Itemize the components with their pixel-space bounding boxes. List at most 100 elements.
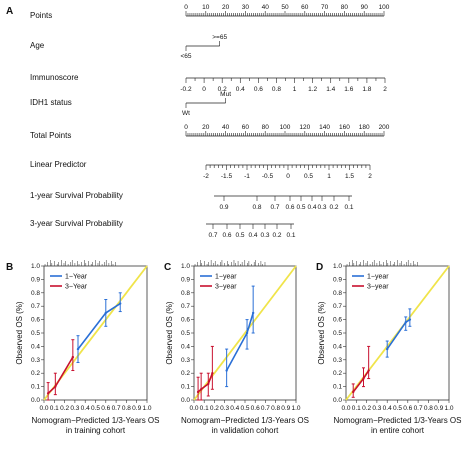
panel-b-y-tick-label: 0.7 [31,303,40,310]
survival-3yr-row-tick-label: 0.6 [222,232,231,239]
panel-b-y-tick-label: 0.8 [31,290,40,297]
total-points-row-label: Total Points [30,131,71,140]
survival-1yr-row-tick-label: 0.6 [285,204,294,211]
panel-b-x-tick-label: 0.5 [91,405,100,412]
panel-b-y-tick-label: 0.6 [31,317,40,324]
panel-d-y-tick-label: 0.1 [333,384,342,391]
points-row-tick-label: 60 [301,4,309,11]
panel-d-y-tick-label: 0.3 [333,357,342,364]
total-points-row-tick-label: 140 [319,124,330,131]
panel-c-y-tick-label: 0.3 [181,357,190,364]
immunoscore-row-tick-label: -0.2 [180,86,192,93]
panel-c-x-axis-subtitle: in validation cohort [212,426,279,435]
panel-b-chart: B0.00.00.10.10.20.20.30.30.40.40.50.50.6… [6,260,160,435]
survival-1yr-row-tick-label: 0.2 [329,204,338,211]
panel-d-y-tick-label: 0.2 [333,370,342,377]
panel-d-point [352,390,355,394]
panel-c-x-tick-label: 0.1 [200,405,209,412]
total-points-row-tick-label: 100 [280,124,291,131]
survival-3yr-row-tick-label: 0.4 [248,232,257,239]
panel-d-x-tick-label: 0.8 [424,405,433,412]
points-row-tick-label: 10 [202,4,210,11]
panel-b-x-tick-label: 0.0 [39,405,48,412]
panel-label-a: A [6,6,13,17]
immunoscore-row-tick-label: 1.6 [344,86,353,93]
points-row-tick-label: 20 [222,4,230,11]
panel-c-x-tick-label: 0.3 [220,405,229,412]
panel-d-x-axis-title: Nomogram−Predicted 1/3-Years OS [334,416,462,425]
immunoscore-row-tick-label: 0.8 [272,86,281,93]
survival-1yr-row-tick-label: 0.7 [270,204,279,211]
panel-c-x-tick-label: 0.5 [240,405,249,412]
panel-d-point [408,318,412,321]
panel-c-point [245,331,249,335]
panel-c-point [207,382,210,386]
immunoscore-row-tick-label: 1.2 [308,86,317,93]
immunoscore-row-tick-label: 0.6 [254,86,263,93]
panel-b-y-tick-label: 0.3 [31,357,40,364]
panel-d-x-tick-label: 0.0 [341,405,350,412]
panel-c-point [225,369,228,372]
survival-1yr-row-tick-label: 0.8 [252,204,261,211]
panel-b-x-tick-label: 0.6 [101,405,110,412]
panel-b-x-tick-label: 0.1 [50,405,59,412]
panel-b-x-tick-label: 0.2 [60,405,69,412]
survival-3yr-row-label: 3-year Survival Probability [30,219,123,228]
panel-c-x-tick-label: 1.0 [291,405,300,412]
panel-c-y-tick-label: 0.2 [181,370,190,377]
panel-c-series-line [225,312,254,371]
panel-d-point [362,377,365,380]
panel-d-y-tick-label: 0.8 [333,290,342,297]
linear-predictor-row-tick-label: -2 [203,173,209,180]
total-points-row-tick-label: 0 [184,124,188,131]
survival-1yr-row-tick-label: 0.5 [296,204,305,211]
survival-3yr-row-tick-label: 0.7 [208,232,217,239]
panel-c-y-tick-label: 0.4 [181,343,190,350]
panel-d-y-tick-label: 1.0 [333,263,342,270]
total-points-row-tick-label: 160 [339,124,350,131]
total-points-row-tick-label: 20 [202,124,210,131]
panel-b-y-tick-label: 0.1 [31,384,40,391]
immunoscore-row-tick-label: 2 [383,86,387,93]
immunoscore-row-tick-label: 1.4 [326,86,335,93]
panel-d-x-tick-label: 0.4 [383,405,392,412]
points-row-tick-label: 0 [184,4,188,11]
panel-b-point [54,385,57,388]
panel-b-point [119,302,122,305]
immunoscore-row-tick-label: 0.4 [236,86,245,93]
survival-1yr-row-tick-label: 0.3 [317,204,326,211]
panel-d-legend-label: 3−year [367,284,389,291]
panel-b-x-tick-label: 0.8 [122,405,131,412]
panel-d-chart: D0.00.00.10.10.20.20.30.30.40.40.50.50.6… [316,260,462,435]
total-points-row-tick-label: 80 [262,124,270,131]
panel-c-legend-label: 1−year [215,274,237,281]
immunoscore-row-tick-label: 0.2 [218,86,227,93]
panel-d-series-line [352,370,370,393]
panel-d-y-axis-title: Observed OS (%) [317,301,326,364]
panel-d-x-tick-label: 0.9 [434,405,443,412]
panel-c-x-tick-label: 0.8 [271,405,280,412]
survival-3yr-row-tick-label: 0.2 [272,232,281,239]
panel-b-point [71,355,75,359]
total-points-row-tick-label: 200 [379,124,390,131]
panel-b-x-axis-subtitle: in training cohort [66,426,126,435]
survival-3yr-row-tick-label: 0.5 [235,232,244,239]
points-row-tick-label: 90 [361,4,369,11]
panel-d-y-tick-label: 0.6 [333,317,342,324]
panel-d-x-tick-label: 0.7 [414,405,423,412]
panel-c-y-tick-label: 1.0 [181,263,190,270]
linear-predictor-row-tick-label: 0 [286,173,290,180]
panel-b-y-axis-title: Observed OS (%) [15,301,24,364]
panel-c-y-tick-label: 0.1 [181,384,190,391]
panel-b-x-axis-title: Nomogram−Predicted 1/3-Years OS [32,416,160,425]
panel-d-point [386,347,389,351]
panel-c-series-line [197,372,214,393]
points-row-tick-label: 40 [262,4,270,11]
survival-3yr-row-tick-label: 0.3 [260,232,269,239]
panel-d-point [404,321,407,324]
points-row-label: Points [30,11,52,20]
panel-c-letter: C [164,262,171,273]
survival-1yr-row-label: 1-year Survival Probability [30,191,123,200]
panel-d-x-tick-label: 0.6 [403,405,412,412]
